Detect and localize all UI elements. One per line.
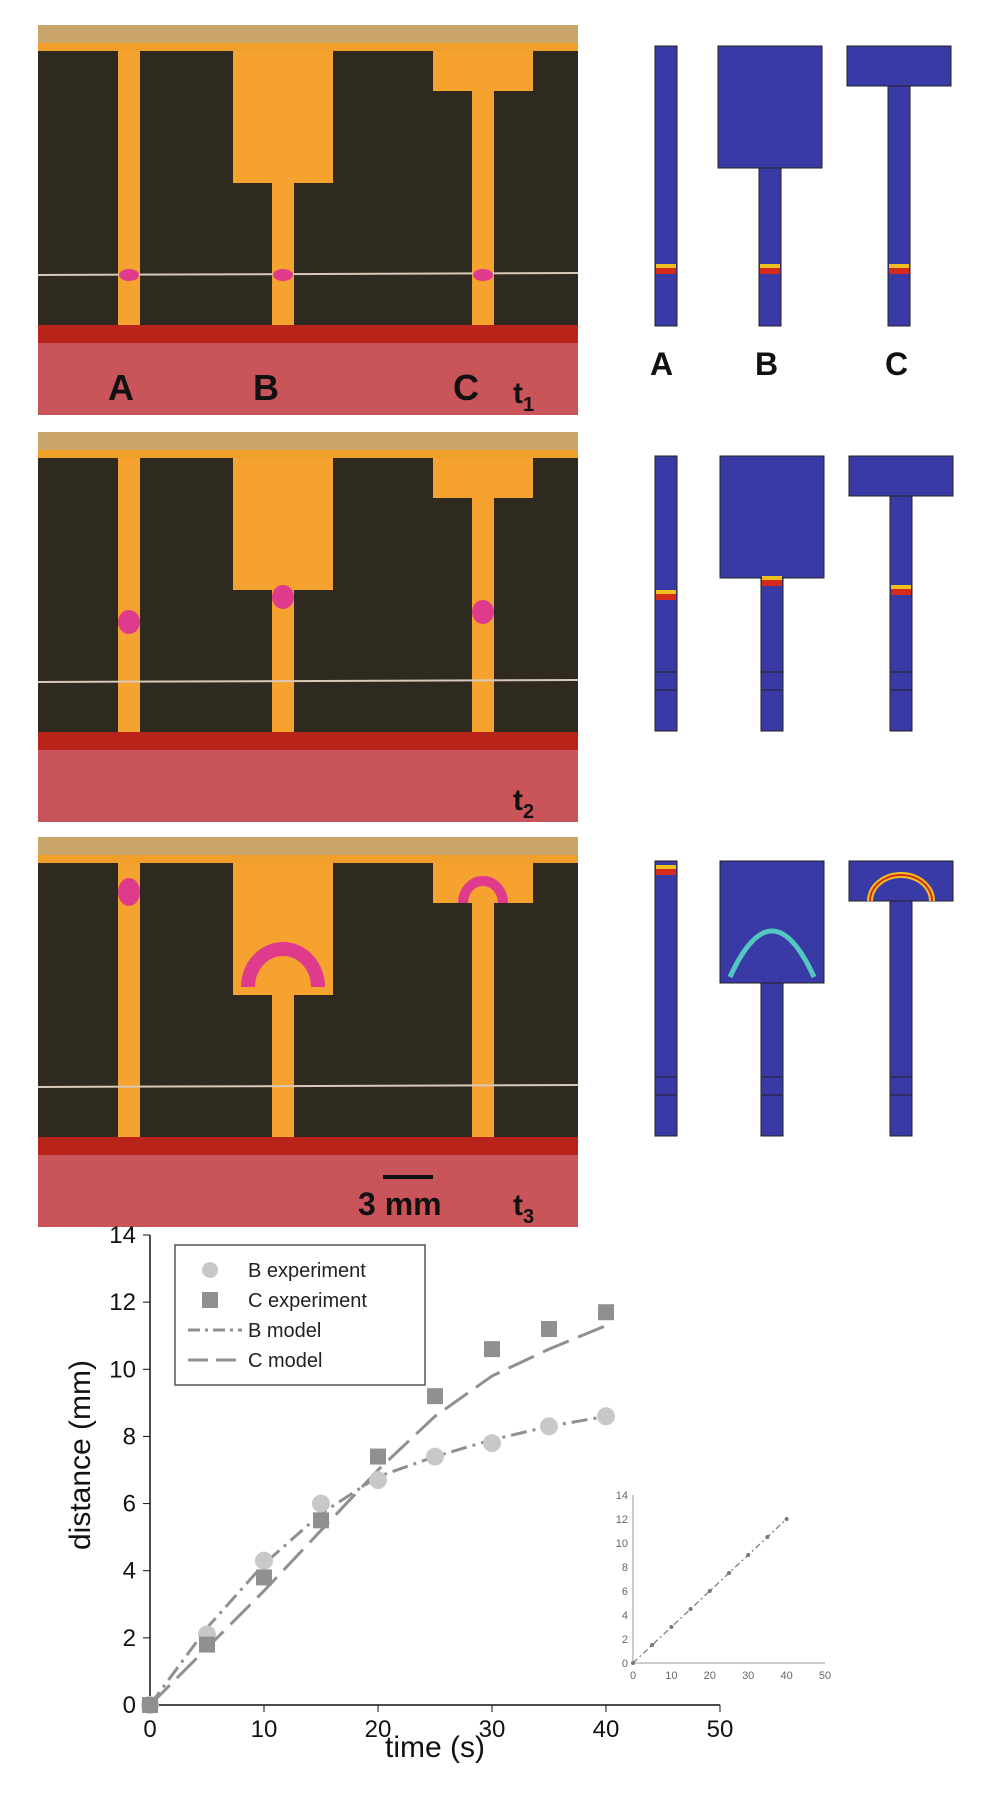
scale-bar-label: 3 mm — [358, 1186, 442, 1222]
inset-x-tick-label: 0 — [630, 1670, 636, 1682]
inset-x-tick-label: 40 — [780, 1670, 792, 1682]
c-experiment-point — [142, 1697, 158, 1713]
inset-x-tick-label: 30 — [742, 1670, 754, 1682]
inset-point — [707, 1589, 712, 1593]
c-experiment-point — [370, 1448, 386, 1465]
legend-label: B model — [248, 1320, 321, 1342]
legend-label: C experiment — [248, 1290, 367, 1312]
photo-label-a: A — [108, 367, 134, 408]
inset-x-tick-label: 20 — [704, 1670, 716, 1682]
inset-point — [765, 1535, 770, 1539]
photo-label-b: B — [253, 367, 279, 408]
y-tick-label: 0 — [123, 1692, 136, 1719]
photo-label-c: C — [453, 367, 479, 408]
legend: B experiment C experiment B model C model — [174, 1244, 426, 1386]
c-experiment-point — [199, 1636, 215, 1653]
inset-x-tick-label: 10 — [665, 1670, 677, 1682]
inset-point — [727, 1571, 731, 1575]
inset-point — [631, 1661, 635, 1665]
inset-point — [688, 1607, 693, 1611]
photo-panel-t2: t2 — [38, 432, 578, 822]
inset-y-tick-label: 4 — [622, 1610, 628, 1622]
inset-y-tick-label: 10 — [616, 1538, 628, 1550]
time-label-t1: t — [513, 377, 523, 410]
x-tick-label: 40 — [593, 1716, 620, 1743]
b-experiment-point — [312, 1494, 330, 1513]
b-experiment-point — [255, 1551, 273, 1570]
y-tick-label: 2 — [123, 1625, 136, 1652]
distance-time-chart: 0 10 20 30 40 50 0 2 4 6 8 10 12 14 0 10 20 30 40 50 0 2 4 6 8 1… — [64, 1222, 831, 1764]
c-experiment-point — [484, 1341, 500, 1358]
sim-label-a: A — [650, 346, 673, 382]
c-experiment-point — [313, 1512, 329, 1529]
y-tick-label: 12 — [109, 1289, 136, 1316]
inset-point — [669, 1625, 674, 1629]
inset-point — [784, 1517, 789, 1521]
svg-text:t1: t1 — [513, 377, 534, 415]
y-tick-label: 4 — [123, 1558, 136, 1585]
legend-marker-circle — [202, 1262, 218, 1278]
time-label-t2: t — [513, 784, 523, 817]
inset-axes: 0 10 20 30 40 50 0 2 4 6 8 10 12 14 — [616, 1490, 831, 1682]
inset-y-tick-label: 0 — [622, 1658, 628, 1670]
time-label-t2-sub: 2 — [523, 801, 534, 822]
sim-label-c: C — [885, 346, 908, 382]
y-tick-label: 14 — [109, 1222, 136, 1249]
sim-panel-t3 — [630, 845, 970, 1265]
y-tick-label: 6 — [123, 1491, 136, 1518]
y-tick-label: 8 — [123, 1423, 136, 1450]
inset-point — [650, 1643, 655, 1647]
photo-t1: A B C t1 — [38, 25, 578, 415]
x-tick-label: 20 — [365, 1716, 392, 1743]
c-experiment-point — [256, 1569, 272, 1586]
sim-panel-t1: A B C — [630, 30, 970, 450]
c-experiment-point — [427, 1388, 443, 1405]
b-experiment-point — [597, 1407, 615, 1426]
legend-label: B experiment — [248, 1260, 366, 1282]
x-tick-label: 0 — [143, 1716, 156, 1743]
c-model-line — [148, 1324, 607, 1707]
photo-t2: t2 — [38, 432, 578, 822]
time-label-t1-sub: 1 — [523, 394, 534, 415]
time-label-t3-sub: 3 — [523, 1206, 534, 1227]
photo-panel-t3: 3 mm t3 — [38, 837, 578, 1227]
b-experiment-point — [483, 1434, 501, 1453]
inset-y-tick-label: 8 — [622, 1562, 628, 1574]
x-axis-label: time (s) — [385, 1731, 485, 1764]
b-experiment-point — [426, 1447, 444, 1466]
b-experiment-point — [540, 1417, 558, 1436]
inset-y-tick-label: 12 — [616, 1514, 628, 1526]
svg-text:t2: t2 — [513, 784, 534, 822]
photo-t3: 3 mm t3 — [38, 837, 578, 1227]
sim-t2 — [654, 455, 954, 732]
photo-panel-t1: A B C t1 — [38, 25, 578, 415]
sim-t1: A B C — [650, 45, 952, 382]
inset-y-tick-label: 2 — [622, 1634, 628, 1646]
legend-label: C model — [248, 1350, 322, 1372]
x-tick-label: 50 — [707, 1716, 734, 1743]
svg-text:t3: t3 — [513, 1189, 534, 1227]
inset-y-tick-label: 6 — [622, 1586, 628, 1598]
x-tick-label: 30 — [479, 1716, 506, 1743]
b-experiment-point — [369, 1471, 387, 1490]
sim-t3 — [654, 860, 954, 1137]
inset-point — [746, 1553, 751, 1557]
inset-x-tick-label: 50 — [819, 1670, 831, 1682]
sim-panel-t2 — [630, 440, 970, 860]
y-axis-label: distance (mm) — [64, 1360, 97, 1550]
y-tick-label: 10 — [109, 1356, 136, 1383]
time-label-t3: t — [513, 1189, 523, 1222]
x-tick-label: 10 — [251, 1716, 278, 1743]
inset-y-tick-label: 14 — [616, 1490, 628, 1502]
sim-label-b: B — [755, 346, 778, 382]
c-experiment-point — [541, 1321, 557, 1337]
c-experiment-point — [598, 1304, 614, 1321]
legend-marker-square — [202, 1292, 218, 1308]
